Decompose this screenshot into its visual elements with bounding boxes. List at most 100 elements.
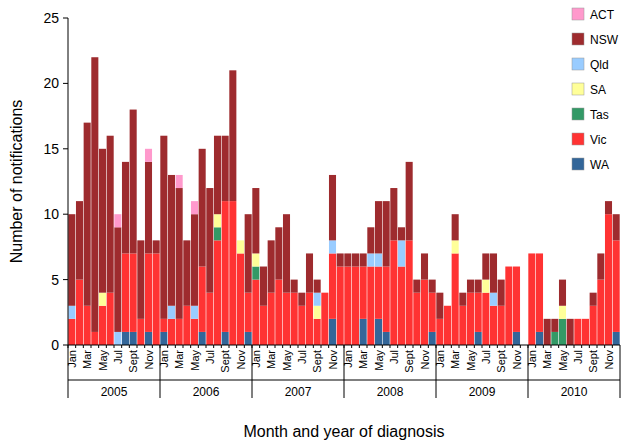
bar-segment bbox=[475, 293, 482, 332]
bar-segment bbox=[252, 267, 259, 280]
bar-segment bbox=[367, 267, 374, 345]
bar-segment bbox=[222, 332, 229, 345]
y-tick bbox=[63, 214, 68, 215]
bar-segment bbox=[467, 293, 474, 345]
bar-segment bbox=[513, 266, 520, 267]
y-axis-line bbox=[68, 18, 69, 345]
bar-segment bbox=[137, 240, 144, 318]
bar-segment bbox=[122, 162, 129, 254]
bar-segment bbox=[122, 253, 129, 331]
bar-segment bbox=[168, 174, 175, 175]
legend-label: Tas bbox=[590, 108, 609, 122]
legend-label: SA bbox=[590, 83, 606, 97]
bar-segment bbox=[551, 318, 558, 319]
x-tick-label: Jul bbox=[296, 350, 308, 364]
bar-segment bbox=[145, 253, 152, 331]
bar-segment bbox=[459, 306, 466, 345]
bar-segment bbox=[582, 318, 589, 319]
bar-segment bbox=[99, 148, 106, 149]
bar-segment bbox=[252, 253, 259, 266]
year-label: 2006 bbox=[193, 385, 220, 399]
bar-segment bbox=[559, 306, 566, 319]
bar-segment bbox=[222, 136, 229, 201]
x-tick-label: May bbox=[281, 350, 293, 371]
bar-segment bbox=[183, 240, 190, 305]
bar-segment bbox=[459, 293, 466, 306]
x-tick bbox=[336, 345, 337, 348]
x-tick bbox=[551, 345, 552, 348]
bar-segment bbox=[582, 318, 589, 319]
year-separator bbox=[252, 345, 253, 398]
x-tick-label: Jul bbox=[572, 350, 584, 364]
bar-segment bbox=[68, 319, 75, 345]
x-tick bbox=[83, 345, 84, 348]
bar-segment bbox=[444, 305, 451, 306]
bar-segment bbox=[613, 332, 620, 345]
x-tick-label: Sept bbox=[403, 350, 415, 373]
x-tick bbox=[489, 345, 490, 348]
bar-segment bbox=[390, 188, 397, 189]
bar-segment bbox=[68, 306, 75, 319]
bar-segment bbox=[99, 293, 106, 306]
bar-segment bbox=[352, 253, 359, 266]
bar-segment bbox=[237, 240, 244, 241]
bar-segment bbox=[329, 175, 336, 240]
bar-segment bbox=[145, 162, 152, 254]
bar-segment bbox=[321, 292, 328, 293]
x-tick bbox=[183, 345, 184, 348]
bar-segment bbox=[260, 306, 267, 345]
legend-label: NSW bbox=[590, 33, 619, 47]
bar-segment bbox=[597, 253, 604, 254]
bar-segment bbox=[229, 70, 236, 201]
x-tick-label: Mar bbox=[265, 350, 277, 369]
legend-label: Vic bbox=[590, 133, 606, 147]
chart-svg: 0510152025JanMarMayJulSeptNovJanMarMayJu… bbox=[0, 0, 632, 446]
bar-segment bbox=[306, 253, 313, 254]
x-tick bbox=[98, 345, 99, 348]
bar-segment bbox=[191, 201, 198, 214]
bar-segment bbox=[321, 292, 328, 293]
x-tick-label: Mar bbox=[449, 350, 461, 369]
x-tick-label: Mar bbox=[357, 350, 369, 369]
bar-segment bbox=[467, 279, 474, 280]
legend-label: WA bbox=[590, 158, 609, 172]
bar-segment bbox=[574, 318, 581, 319]
x-tick bbox=[144, 345, 145, 348]
bar-segment bbox=[498, 280, 505, 306]
legend-swatch bbox=[572, 108, 584, 120]
x-tick-label: Nov bbox=[235, 350, 247, 370]
bar-segment bbox=[429, 280, 436, 293]
bar-segment bbox=[605, 214, 612, 345]
year-band-line bbox=[68, 380, 620, 381]
x-tick bbox=[512, 345, 513, 348]
bar-segment bbox=[237, 240, 244, 253]
bar-segment bbox=[406, 161, 413, 162]
bar-segment bbox=[574, 318, 581, 319]
x-tick bbox=[589, 345, 590, 348]
x-tick bbox=[612, 345, 613, 348]
bar-segment bbox=[260, 267, 267, 306]
bar-segment bbox=[344, 267, 351, 345]
bar-segment bbox=[107, 136, 114, 293]
bar-segment bbox=[153, 253, 160, 345]
bar-segment bbox=[490, 293, 497, 306]
bar-segment bbox=[444, 305, 451, 306]
x-tick bbox=[581, 345, 582, 348]
bar-segment bbox=[574, 318, 581, 319]
bar-segment bbox=[536, 253, 543, 254]
y-tick bbox=[63, 148, 68, 149]
bar-segment bbox=[590, 306, 597, 345]
bar-segment bbox=[268, 240, 275, 241]
year-separator bbox=[68, 345, 69, 398]
bar-segment bbox=[76, 280, 83, 345]
bar-segment bbox=[237, 253, 244, 345]
bar-segment bbox=[436, 292, 443, 293]
bar-segment bbox=[513, 267, 520, 332]
year-label: 2008 bbox=[377, 385, 404, 399]
year-label: 2007 bbox=[285, 385, 312, 399]
bar-segment bbox=[429, 332, 436, 345]
chart-root: 0510152025JanMarMayJulSeptNovJanMarMayJu… bbox=[0, 0, 632, 446]
bar-segment bbox=[559, 280, 566, 306]
bar-segment bbox=[206, 188, 213, 293]
bar-segment bbox=[222, 135, 229, 136]
